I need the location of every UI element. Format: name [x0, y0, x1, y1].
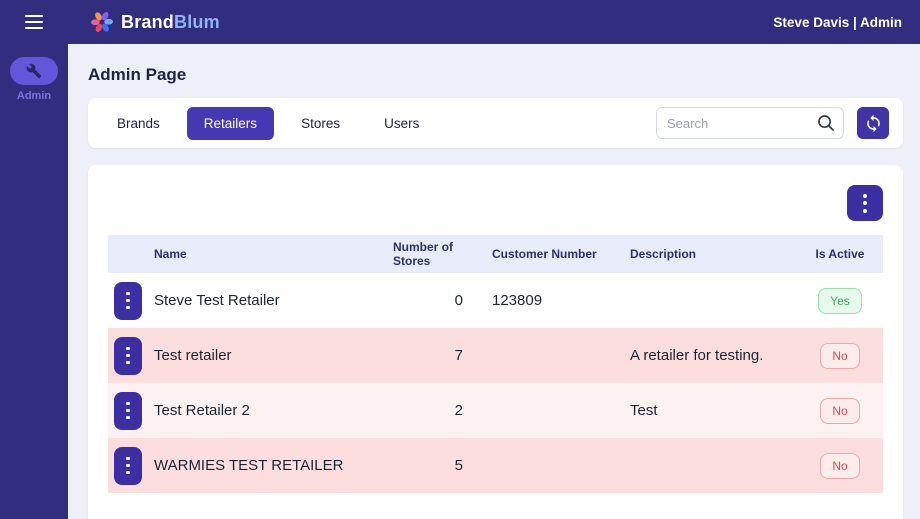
table-row: Test Retailer 2 2 Test No [108, 383, 883, 438]
table-row: Test retailer 7 A retailer for testing. … [108, 328, 883, 383]
magnifier-icon[interactable] [816, 113, 836, 138]
column-header-customer: Customer Number [492, 247, 597, 261]
status-badge: No [820, 342, 860, 369]
store-count: 7 [454, 347, 463, 364]
tab-stores[interactable]: Stores [301, 115, 341, 131]
column-header-name: Name [154, 247, 187, 261]
flower-logo-icon [91, 12, 113, 32]
wrench-icon [26, 63, 42, 79]
status-badge: No [820, 452, 860, 479]
retailer-description: A retailer for testing. [630, 347, 764, 364]
main-content: Admin Page Brands Retailers Stores Users [68, 44, 920, 519]
kebab-menu-icon [126, 456, 130, 461]
sidebar-item-label: Admin [16, 90, 52, 102]
kebab-menu-icon [126, 291, 130, 296]
brand-name: BrandBlum [121, 11, 220, 32]
status-badge: No [820, 397, 860, 424]
sync-icon [866, 114, 880, 132]
search-container [656, 107, 844, 139]
sidebar: Admin [0, 44, 68, 519]
refresh-button[interactable] [857, 107, 889, 139]
toolbar-card: Brands Retailers Stores Users [88, 98, 903, 148]
kebab-menu-icon [126, 346, 130, 351]
user-account-label[interactable]: Steve Davis | Admin [773, 14, 902, 30]
table-menu-button[interactable] [847, 185, 883, 221]
kebab-menu-icon [863, 193, 867, 198]
table-row: WARMIES TEST RETAILER 5 No [108, 438, 883, 493]
retailer-name: Test Retailer 2 [154, 402, 250, 419]
page-title: Admin Page [88, 65, 187, 84]
column-header-active: Is Active [815, 247, 865, 261]
row-menu-button[interactable] [114, 391, 142, 430]
status-badge: Yes [818, 287, 862, 314]
brand-logo: BrandBlum [90, 10, 220, 34]
retailer-name: WARMIES TEST RETAILER [154, 457, 344, 474]
tab-users[interactable]: Users [384, 115, 420, 131]
retailers-table-card: Name Number of Stores Customer Number De… [88, 165, 903, 519]
retailer-description: Test [630, 402, 658, 419]
store-count: 5 [454, 457, 463, 474]
store-count: 0 [454, 292, 463, 309]
store-count: 2 [454, 402, 463, 419]
table-actions [108, 185, 883, 221]
retailer-name: Steve Test Retailer [154, 292, 280, 309]
sidebar-item-admin[interactable]: Admin [10, 57, 58, 102]
row-menu-button[interactable] [114, 336, 142, 375]
search-input[interactable] [656, 107, 844, 139]
admin-pill[interactable] [10, 57, 58, 85]
row-menu-button[interactable] [114, 281, 142, 320]
column-header-stores: Number of Stores [393, 240, 453, 268]
table-header-row: Name Number of Stores Customer Number De… [108, 235, 883, 273]
retailer-name: Test retailer [154, 347, 232, 364]
top-header: BrandBlum Steve Davis | Admin [0, 0, 920, 44]
kebab-menu-icon [126, 401, 130, 406]
customer-number: 123809 [492, 292, 543, 309]
tab-brands[interactable]: Brands [117, 115, 160, 131]
tab-retailers[interactable]: Retailers [186, 106, 275, 140]
column-header-description: Description [630, 247, 697, 261]
table-row: Steve Test Retailer 0 123809 Yes [108, 273, 883, 328]
menu-toggle-button[interactable] [0, 15, 68, 29]
hamburger-icon [25, 15, 43, 29]
row-menu-button[interactable] [114, 446, 142, 485]
